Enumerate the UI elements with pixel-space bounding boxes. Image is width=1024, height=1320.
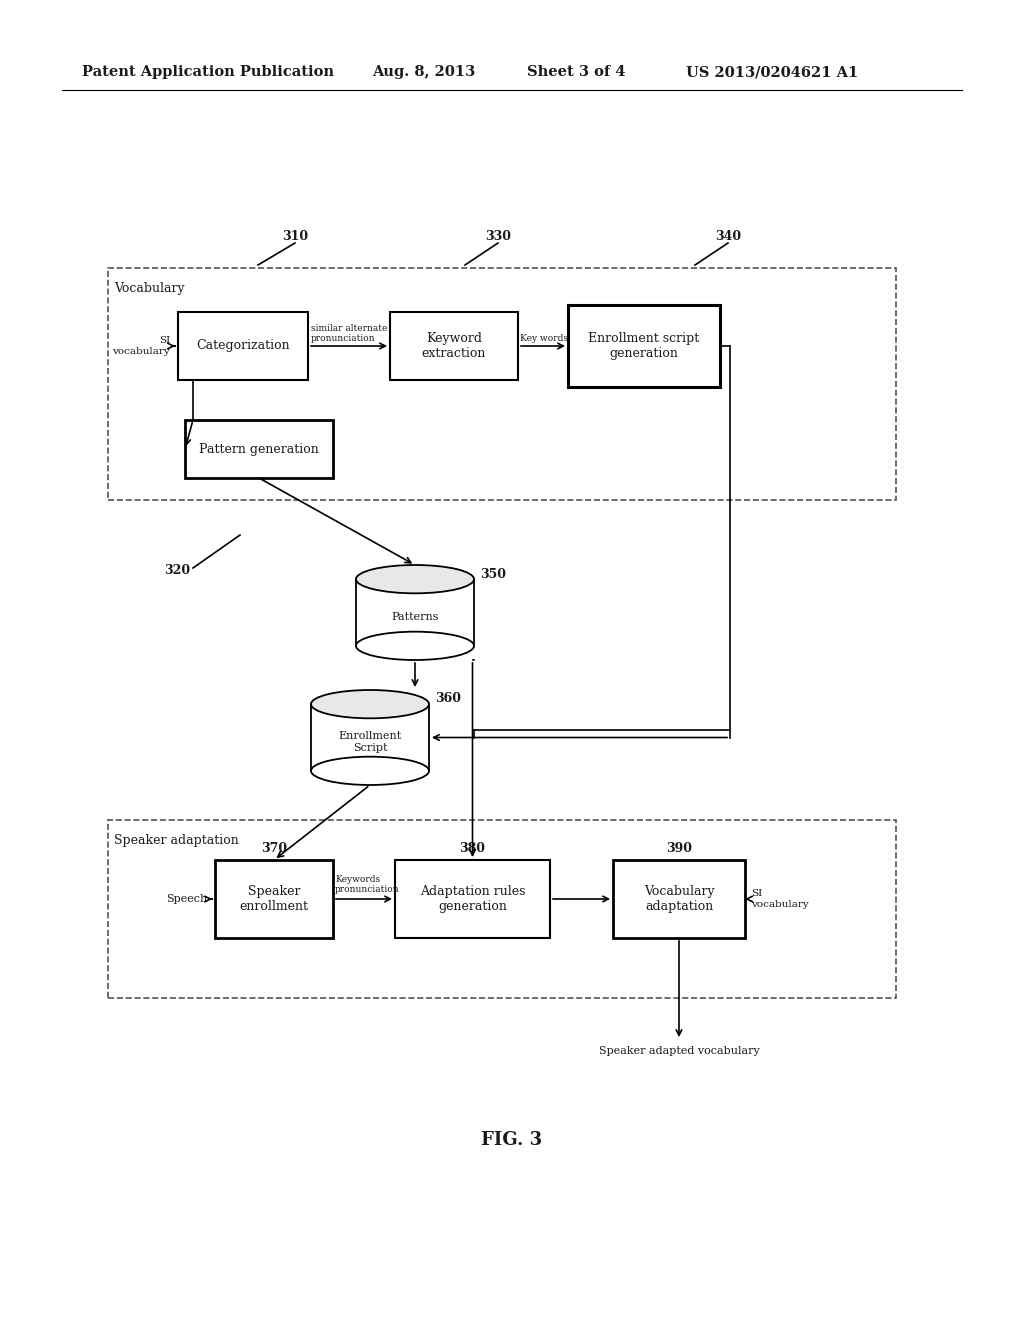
Text: Vocabulary: Vocabulary	[114, 282, 184, 294]
Text: Speaker adaptation: Speaker adaptation	[114, 834, 239, 847]
Text: 350: 350	[480, 569, 506, 582]
Text: Speech: Speech	[166, 894, 207, 904]
Text: 380: 380	[460, 842, 485, 854]
Text: Speaker
enrollment: Speaker enrollment	[240, 884, 308, 913]
Text: Patent Application Publication: Patent Application Publication	[82, 65, 334, 79]
Text: Sheet 3 of 4: Sheet 3 of 4	[527, 65, 626, 79]
Text: 340: 340	[715, 231, 741, 243]
Text: Keywords
pronunciation: Keywords pronunciation	[335, 875, 399, 894]
Ellipse shape	[311, 756, 429, 785]
Bar	[390, 312, 518, 380]
Text: 390: 390	[666, 842, 692, 854]
Text: similar alternate
pronunciation: similar alternate pronunciation	[311, 323, 387, 343]
Text: 320: 320	[164, 564, 190, 577]
Text: Categorization: Categorization	[197, 339, 290, 352]
Text: SI
vocabulary: SI vocabulary	[113, 337, 170, 355]
Text: 370: 370	[261, 842, 287, 854]
Bar	[185, 420, 333, 478]
Ellipse shape	[356, 632, 474, 660]
Text: Adaptation rules
generation: Adaptation rules generation	[420, 884, 525, 913]
Text: Speaker adapted vocabulary: Speaker adapted vocabulary	[599, 1045, 760, 1056]
Bar	[108, 820, 896, 998]
Ellipse shape	[356, 565, 474, 593]
Text: Patterns: Patterns	[391, 611, 438, 622]
Text: Aug. 8, 2013: Aug. 8, 2013	[372, 65, 475, 79]
Text: 330: 330	[485, 231, 511, 243]
Ellipse shape	[311, 690, 429, 718]
Bar	[178, 312, 308, 380]
Text: Pattern generation: Pattern generation	[199, 442, 318, 455]
Text: SI
vocabulary: SI vocabulary	[751, 890, 809, 908]
Bar	[613, 861, 745, 939]
Text: 310: 310	[282, 231, 308, 243]
Text: Vocabulary
adaptation: Vocabulary adaptation	[644, 884, 715, 913]
Text: 360: 360	[435, 692, 461, 705]
Text: Enrollment script
generation: Enrollment script generation	[589, 333, 699, 360]
Text: Key words: Key words	[520, 334, 568, 343]
Bar	[568, 305, 720, 387]
Text: FIG. 3: FIG. 3	[481, 1131, 543, 1148]
Bar	[395, 861, 550, 939]
Text: US 2013/0204621 A1: US 2013/0204621 A1	[686, 65, 858, 79]
Text: Enrollment
Script: Enrollment Script	[338, 731, 401, 752]
Bar	[108, 268, 896, 500]
Bar	[215, 861, 333, 939]
Text: Keyword
extraction: Keyword extraction	[422, 333, 486, 360]
